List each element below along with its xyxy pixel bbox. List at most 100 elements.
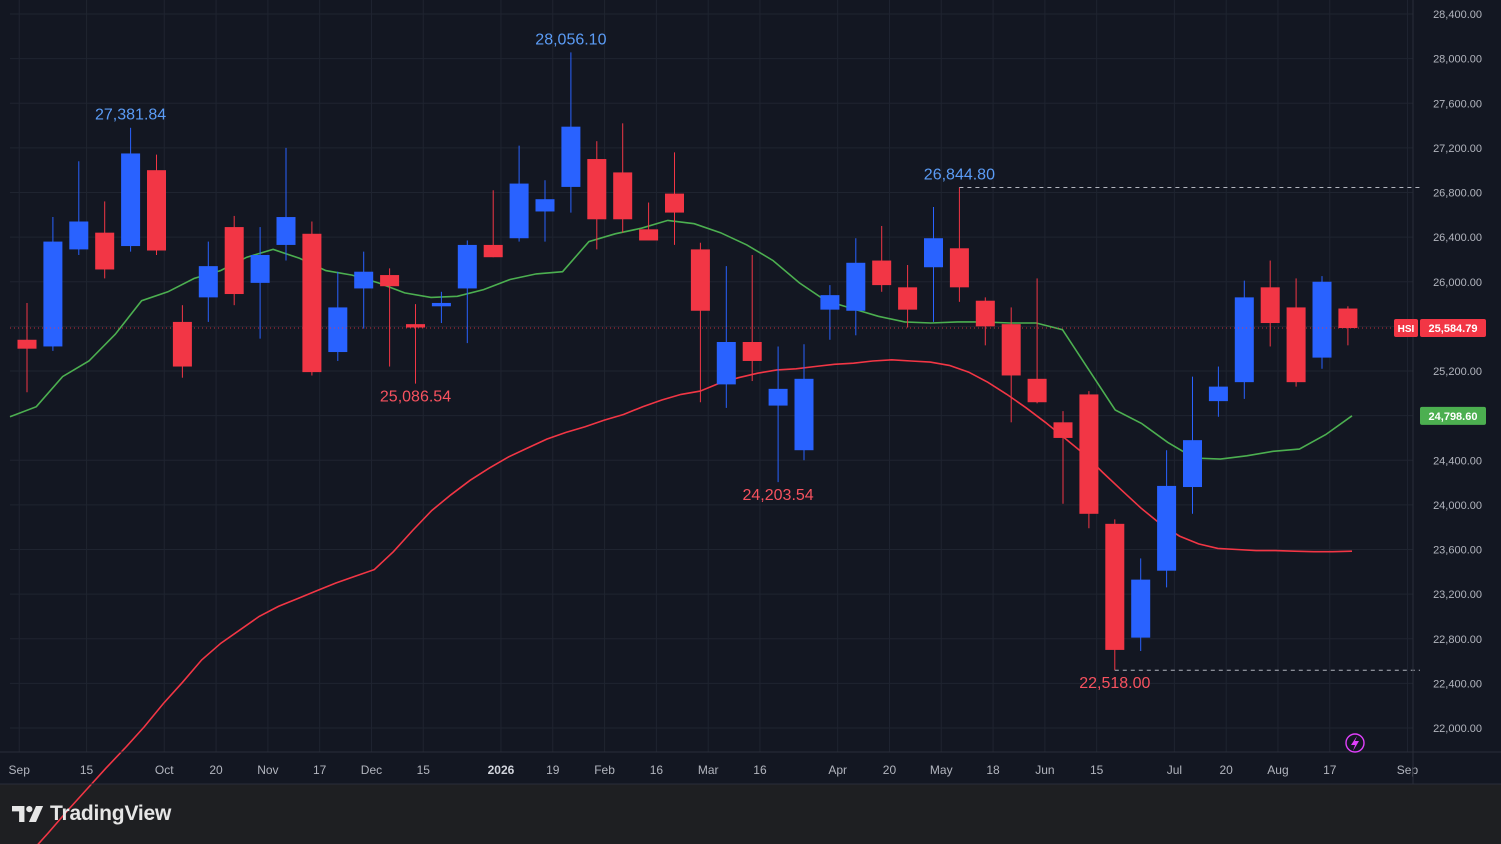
candle[interactable] xyxy=(1157,450,1177,588)
candle[interactable] xyxy=(380,268,400,367)
candle[interactable] xyxy=(639,202,659,241)
candle[interactable] xyxy=(665,152,684,245)
candles[interactable] xyxy=(17,52,1358,671)
candle[interactable] xyxy=(328,271,348,361)
candle[interactable] xyxy=(1131,558,1151,652)
candle[interactable] xyxy=(949,187,969,302)
candle[interactable] xyxy=(561,52,581,213)
y-tick-label: 22,000.00 xyxy=(1433,723,1482,735)
x-tick-label: 16 xyxy=(753,763,767,777)
candle[interactable] xyxy=(147,154,166,255)
candle-body xyxy=(43,241,63,347)
candle-body xyxy=(1105,523,1125,650)
candle-body xyxy=(1208,386,1228,402)
candle-body xyxy=(639,229,659,241)
candle[interactable] xyxy=(613,123,633,233)
x-tick-label: Jun xyxy=(1035,763,1054,777)
y-tick-label: 26,000.00 xyxy=(1433,277,1482,289)
x-tick-label: 17 xyxy=(313,763,327,777)
candle[interactable] xyxy=(794,344,814,461)
candle[interactable] xyxy=(250,227,270,339)
candle[interactable] xyxy=(1338,306,1358,346)
candle-body xyxy=(561,126,581,187)
candle[interactable] xyxy=(1312,276,1332,369)
lightning-icon-bolt xyxy=(1351,736,1359,751)
x-tick-label: Mar xyxy=(698,763,719,777)
candle[interactable] xyxy=(716,266,736,408)
candle[interactable] xyxy=(1260,260,1280,347)
y-tick-label: 22,800.00 xyxy=(1433,634,1482,646)
candle[interactable] xyxy=(1208,366,1228,417)
candle[interactable] xyxy=(276,147,296,261)
candle[interactable] xyxy=(820,285,840,340)
candle-body xyxy=(768,388,788,406)
candle[interactable] xyxy=(483,190,503,258)
x-tick-label: Sep xyxy=(9,763,31,777)
last-price-badge-bg xyxy=(1420,319,1486,338)
candle[interactable] xyxy=(846,238,866,336)
candle[interactable] xyxy=(354,251,374,329)
candle[interactable] xyxy=(1105,519,1125,671)
candle[interactable] xyxy=(975,297,995,346)
candle-body xyxy=(172,321,192,367)
candle[interactable] xyxy=(509,145,529,242)
y-tick-label: 24,400.00 xyxy=(1433,455,1482,467)
candle[interactable] xyxy=(924,207,943,322)
x-tick-label: Apr xyxy=(828,763,847,777)
candle-body xyxy=(276,217,296,245)
candle-body xyxy=(406,324,425,328)
lightning-icon[interactable] xyxy=(1345,733,1365,753)
high-label-3: 26,844.80 xyxy=(924,167,995,184)
candle-body xyxy=(1183,440,1202,488)
candle[interactable] xyxy=(457,240,477,344)
y-tick-label: 23,600.00 xyxy=(1433,545,1482,557)
candle[interactable] xyxy=(69,161,89,255)
x-tick-label: May xyxy=(930,763,953,777)
candle[interactable] xyxy=(1079,391,1099,529)
y-tick-label: 25,200.00 xyxy=(1433,366,1482,378)
candle[interactable] xyxy=(1001,307,1021,423)
candle-body xyxy=(224,227,244,295)
candle[interactable] xyxy=(121,127,141,252)
candle[interactable] xyxy=(872,225,892,292)
candle[interactable] xyxy=(198,241,218,322)
candle[interactable] xyxy=(302,221,322,376)
candle[interactable] xyxy=(1234,280,1254,399)
candle[interactable] xyxy=(43,217,63,351)
candle[interactable] xyxy=(1027,278,1047,404)
candle-body xyxy=(431,302,451,307)
candle-body xyxy=(1001,324,1021,376)
candle-body xyxy=(587,159,607,220)
ma-fast-badge-bg xyxy=(1420,406,1486,425)
candle[interactable] xyxy=(1286,278,1306,387)
x-tick-label: Jul xyxy=(1167,763,1182,777)
candle[interactable] xyxy=(224,215,244,306)
candle-body xyxy=(1157,485,1177,571)
candle[interactable] xyxy=(898,265,918,328)
y-tick-label: 23,200.00 xyxy=(1433,589,1482,601)
candle[interactable] xyxy=(535,180,555,242)
candle[interactable] xyxy=(172,305,192,378)
tradingview-brand[interactable]: TradingView xyxy=(12,800,171,828)
candle[interactable] xyxy=(768,346,788,483)
candle-body xyxy=(147,170,166,251)
candle[interactable] xyxy=(587,141,607,250)
candle-body xyxy=(742,341,762,361)
candle[interactable] xyxy=(742,254,762,382)
x-tick-label: 15 xyxy=(80,763,94,777)
candle-body xyxy=(121,153,141,247)
candle[interactable] xyxy=(690,242,710,403)
x-tick-label: Nov xyxy=(257,763,278,777)
candle[interactable] xyxy=(17,302,37,393)
y-tick-label: 26,400.00 xyxy=(1433,232,1482,244)
candle[interactable] xyxy=(406,304,425,384)
candle[interactable] xyxy=(95,201,115,279)
candle-body xyxy=(17,339,37,349)
candle[interactable] xyxy=(1053,411,1073,504)
candle-body xyxy=(872,260,892,286)
y-tick-label: 28,000.00 xyxy=(1433,54,1482,66)
candle[interactable] xyxy=(1183,376,1202,514)
candle[interactable] xyxy=(431,291,451,324)
candle-body xyxy=(95,232,115,270)
